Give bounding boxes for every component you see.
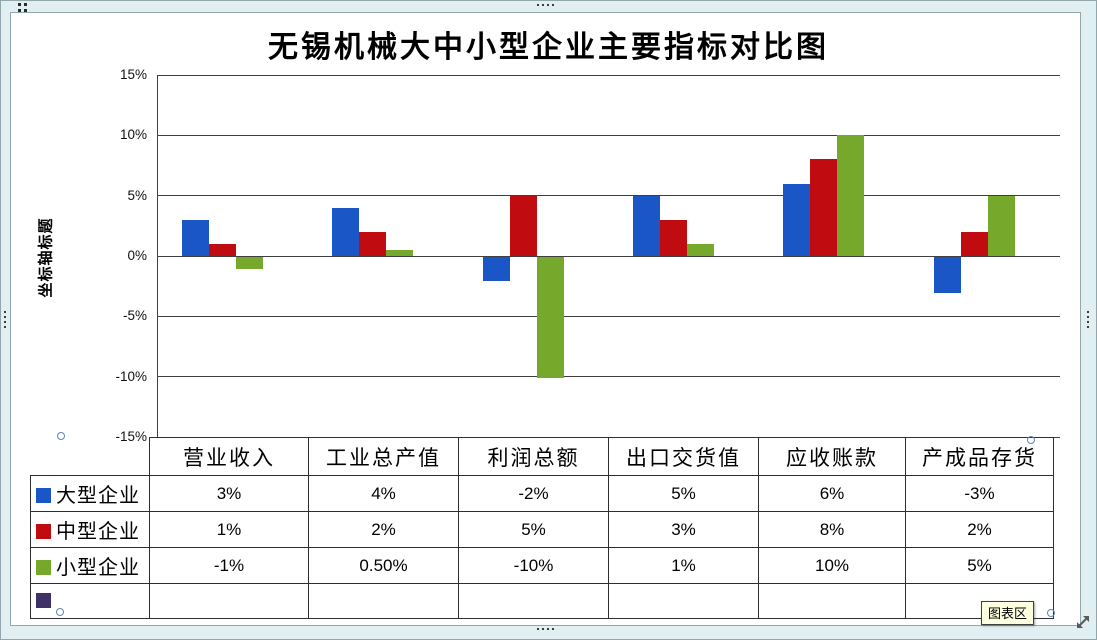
bar-大型企业-出口交货值[interactable] [633, 195, 660, 256]
resize-cursor-icon [1077, 616, 1089, 628]
y-axis-tick-label: -15% [115, 429, 147, 444]
selection-handle-circle[interactable] [1027, 436, 1035, 444]
gridline [158, 195, 1060, 197]
table-value-cell: 2% [905, 511, 1054, 548]
table-value-cell: -3% [905, 475, 1054, 512]
selection-handle-circle[interactable] [56, 608, 64, 616]
y-axis-tick-label: 5% [127, 187, 147, 203]
y-axis-line [157, 75, 158, 438]
table-value-cell: 5% [458, 511, 609, 548]
bar-大型企业-营业收入[interactable] [182, 219, 209, 256]
legend-cell: 小型企业 [30, 547, 150, 584]
series-color-swatch-icon [36, 524, 51, 539]
bar-小型企业-产成品存货[interactable] [987, 195, 1015, 256]
bar-中型企业-应收账款[interactable] [810, 159, 838, 256]
y-axis-title[interactable]: 坐标轴标题 [38, 217, 55, 298]
legend-cell [30, 583, 150, 619]
gridline [158, 315, 1060, 317]
legend-cell: 中型企业 [30, 511, 150, 548]
table-value-cell: 5% [905, 547, 1054, 584]
series-color-swatch-icon [36, 592, 51, 608]
table-header-cell: 产成品存货 [905, 437, 1054, 476]
selection-handle-circle[interactable] [1047, 609, 1055, 617]
legend-label: 大型企业 [56, 485, 140, 507]
table-value-cell [149, 583, 309, 619]
corner-artifact-dots [18, 3, 28, 13]
gridline [158, 376, 1060, 378]
table-value-cell: -10% [458, 547, 609, 584]
table-header-cell: 营业收入 [149, 437, 309, 476]
table-row: 大型企业 3% 4% -2% 5% 6% -3% [30, 475, 1054, 512]
table-value-cell: 2% [308, 511, 459, 548]
y-axis-tick-label: -5% [122, 308, 147, 324]
table-value-cell: 1% [608, 547, 759, 584]
table-value-cell: 1% [149, 511, 309, 548]
table-value-cell: 0.50% [308, 547, 459, 584]
move-handle-left[interactable] [4, 311, 6, 328]
table-value-cell [308, 583, 459, 619]
table-value-cell: -1% [149, 547, 309, 584]
bar-中型企业-出口交货值[interactable] [660, 219, 687, 256]
series-color-swatch-icon [36, 560, 51, 575]
legend-label: 小型企业 [56, 557, 140, 579]
move-handle-bottom[interactable] [537, 628, 554, 630]
table-value-cell: 3% [149, 475, 309, 512]
table-row [30, 583, 1054, 619]
table-value-cell: 6% [758, 475, 906, 512]
table-row: 小型企业 -1% 0.50% -10% 1% 10% 5% [30, 547, 1054, 584]
table-row: 中型企业 1% 2% 5% 3% 8% 2% [30, 511, 1054, 548]
move-handle-right[interactable] [1087, 311, 1089, 328]
table-value-cell [758, 583, 906, 619]
plot-area[interactable]: 15% 10% 5% 0% -5% -10% -15% [115, 67, 1060, 444]
bar-大型企业-工业总产值[interactable] [332, 207, 360, 256]
y-axis-tick-label: 10% [119, 127, 147, 143]
table-corner-cell [31, 438, 150, 476]
bar-大型企业-利润总额[interactable] [482, 257, 510, 282]
gridline [158, 255, 1060, 257]
move-handle-top[interactable] [537, 4, 554, 6]
bar-小型企业-利润总额[interactable] [536, 257, 564, 378]
legend-label: 中型企业 [56, 521, 140, 543]
table-value-cell [608, 583, 759, 619]
table-value-cell: 8% [758, 511, 906, 548]
gridline [158, 74, 1060, 76]
y-axis-tick-label: -10% [115, 368, 147, 384]
bar-中型企业-工业总产值[interactable] [359, 231, 387, 256]
bar-小型企业-工业总产值[interactable] [386, 249, 414, 256]
y-axis-tick-label: 0% [127, 248, 147, 263]
gridline [158, 134, 1060, 136]
bar-小型企业-营业收入[interactable] [236, 257, 263, 270]
y-axis-tick-label: 15% [119, 67, 147, 82]
bar-小型企业-应收账款[interactable] [837, 135, 865, 256]
table-value-cell: -2% [458, 475, 609, 512]
table-value-cell [458, 583, 609, 619]
series-color-swatch-icon [36, 488, 51, 503]
table-header-cell: 利润总额 [458, 437, 609, 476]
bar-中型企业-利润总额[interactable] [509, 195, 537, 256]
selection-handle-circle[interactable] [57, 432, 65, 440]
table-value-cell: 10% [758, 547, 906, 584]
bar-大型企业-产成品存货[interactable] [933, 257, 961, 294]
table-header-cell: 出口交货值 [608, 437, 759, 476]
table-value-cell: 5% [608, 475, 759, 512]
data-table[interactable]: 营业收入 工业总产值 利润总额 出口交货值 应收账款 产成品存货 大型企业 3% 4% -2% 5%… [30, 437, 1054, 619]
table-value-cell: 3% [608, 511, 759, 548]
table-header-cell: 工业总产值 [308, 437, 459, 476]
table-header-cell: 应收账款 [758, 437, 906, 476]
chart-area-tooltip: 图表区 [981, 601, 1035, 625]
bar-中型企业-营业收入[interactable] [209, 243, 236, 256]
chart-title[interactable]: 无锡机械大中小型企业主要指标对比图 [268, 31, 829, 64]
bar-大型企业-应收账款[interactable] [783, 183, 811, 256]
table-value-cell: 4% [308, 475, 459, 512]
bar-中型企业-产成品存货[interactable] [960, 231, 988, 256]
bar-小型企业-出口交货值[interactable] [687, 243, 714, 256]
legend-cell: 大型企业 [30, 475, 150, 512]
